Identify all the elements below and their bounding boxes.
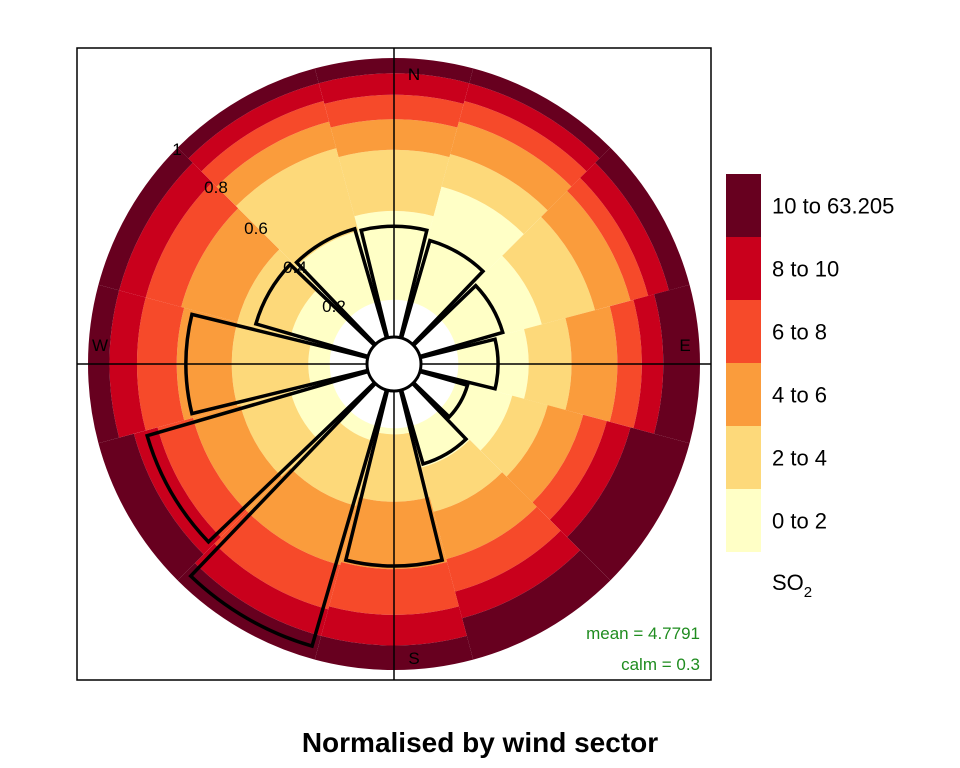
frequency-outline-60 (412, 283, 505, 359)
legend: 10 to 63.205 8 to 10 6 to 8 4 to 6 2 to 4 0 t… (726, 174, 894, 552)
sector-30-band-4 (464, 83, 600, 172)
calm-circle (365, 335, 423, 393)
sector-150-band-4 (454, 530, 581, 619)
sector-30-band-2 (450, 121, 572, 211)
sector-60-band-4 (580, 162, 669, 296)
sector-120-band-3 (532, 414, 607, 520)
sector-120-band-4 (549, 421, 631, 538)
legend-variable-subscript: 2 (804, 584, 812, 601)
sector-150-band-5 (462, 550, 611, 660)
sector-60-band-0 (439, 255, 542, 348)
sector-120-band-5 (567, 427, 690, 581)
radial-tick-0-4: 0.4 (283, 258, 307, 277)
plot-frame (76, 47, 712, 681)
legend-variable: SO (772, 570, 804, 595)
sector-240-band-0 (290, 380, 349, 440)
sector-240-band-5 (98, 433, 204, 581)
legend-label-4: 2 to 4 (772, 446, 827, 471)
radial-tick-0-8: 0.8 (204, 178, 228, 197)
sector-150-band-1 (421, 439, 503, 512)
direction-label-w: W (92, 336, 108, 355)
sector-30-band-5 (469, 68, 611, 159)
calm-label: calm = 0.3 (621, 655, 700, 674)
sector-120-band-2 (506, 405, 584, 503)
frequency-outline-300 (253, 261, 376, 359)
legend-label-1: 8 to 10 (772, 257, 839, 282)
sector-60-band-5 (595, 147, 690, 291)
sector-330-band-0 (296, 230, 378, 319)
legend-swatch-2 (726, 300, 761, 363)
legend-variable-label: SO2 (772, 570, 812, 601)
sector-60-band-1 (502, 216, 595, 325)
sector-330-band-2 (216, 121, 337, 207)
sector-150-band-2 (433, 472, 537, 560)
legend-swatch-5 (726, 489, 761, 552)
chart-title: Normalised by wind sector (302, 727, 658, 758)
radial-tick-1: 1 (172, 140, 181, 159)
legend-swatch-1 (726, 237, 761, 300)
sector-210-band-1 (290, 420, 374, 506)
frequency-outline-240 (145, 369, 376, 545)
radial-tick-0-2: 0.2 (322, 297, 346, 316)
legend-swatch-0 (726, 174, 761, 237)
direction-label-s: S (408, 649, 419, 668)
frequency-outline-330 (294, 226, 389, 346)
sector-210-band-2 (246, 467, 356, 565)
sector-60-band-3 (567, 177, 649, 301)
sector-330-band-4 (188, 83, 324, 172)
sector-240-band-3 (157, 417, 247, 538)
legend-label-2: 6 to 8 (772, 320, 827, 345)
sector-30-band-3 (458, 100, 587, 187)
sector-210-band-0 (337, 409, 378, 441)
sector-30-band-1 (441, 154, 548, 235)
legend-swatch-3 (726, 363, 761, 426)
frequency-outline-150 (399, 382, 469, 467)
sector-210-band-3 (214, 511, 341, 610)
sector-330-band-3 (201, 100, 330, 187)
radial-tick-0-6: 0.6 (244, 219, 268, 238)
sector-120-band-1 (480, 395, 548, 477)
frequency-outline-120 (412, 369, 470, 420)
direction-label-n: N (408, 65, 420, 84)
sector-300-band-5 (98, 147, 193, 291)
sector-30-band-0 (410, 186, 524, 319)
sector-240-band-2 (193, 405, 282, 512)
sector-300-band-0 (290, 288, 349, 348)
sector-300-band-4 (119, 162, 213, 298)
sector-330-band-1 (236, 148, 359, 267)
sector-150-band-0 (410, 409, 470, 468)
direction-label-e: E (679, 336, 690, 355)
mean-label: mean = 4.7791 (586, 624, 700, 643)
legend-label-3: 4 to 6 (772, 383, 827, 408)
frequency-outline-30 (399, 238, 486, 346)
legend-label-5: 0 to 2 (772, 509, 827, 534)
legend-swatch-4 (726, 426, 761, 489)
legend-label-0: 10 to 63.205 (772, 194, 894, 219)
sector-210-band-4 (194, 543, 329, 636)
sector-120-band-0 (439, 380, 513, 451)
sector-150-band-3 (446, 506, 561, 592)
sector-330-band-5 (177, 68, 319, 159)
sector-60-band-2 (541, 190, 631, 311)
sector-300-band-3 (145, 182, 239, 307)
frequency-outline-210 (188, 382, 389, 649)
sector-300-band-2 (181, 208, 280, 323)
